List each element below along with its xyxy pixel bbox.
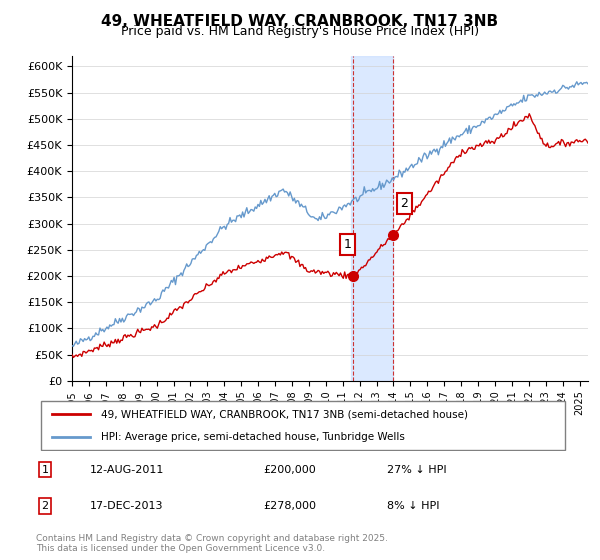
Text: Price paid vs. HM Land Registry's House Price Index (HPI): Price paid vs. HM Land Registry's House … <box>121 25 479 38</box>
Text: £200,000: £200,000 <box>263 465 316 475</box>
Text: 1: 1 <box>344 238 352 251</box>
Text: 49, WHEATFIELD WAY, CRANBROOK, TN17 3NB: 49, WHEATFIELD WAY, CRANBROOK, TN17 3NB <box>101 14 499 29</box>
Text: 8% ↓ HPI: 8% ↓ HPI <box>387 501 439 511</box>
FancyBboxPatch shape <box>41 402 565 450</box>
Text: Contains HM Land Registry data © Crown copyright and database right 2025.
This d: Contains HM Land Registry data © Crown c… <box>36 534 388 553</box>
Text: HPI: Average price, semi-detached house, Tunbridge Wells: HPI: Average price, semi-detached house,… <box>101 432 404 442</box>
Bar <box>351 56 394 381</box>
Text: 2: 2 <box>41 501 49 511</box>
Text: 12-AUG-2011: 12-AUG-2011 <box>90 465 164 475</box>
Text: 27% ↓ HPI: 27% ↓ HPI <box>387 465 446 475</box>
Text: £278,000: £278,000 <box>263 501 316 511</box>
Text: 1: 1 <box>41 465 49 475</box>
Text: 17-DEC-2013: 17-DEC-2013 <box>90 501 163 511</box>
Text: 2: 2 <box>401 197 409 210</box>
Text: 49, WHEATFIELD WAY, CRANBROOK, TN17 3NB (semi-detached house): 49, WHEATFIELD WAY, CRANBROOK, TN17 3NB … <box>101 409 468 419</box>
